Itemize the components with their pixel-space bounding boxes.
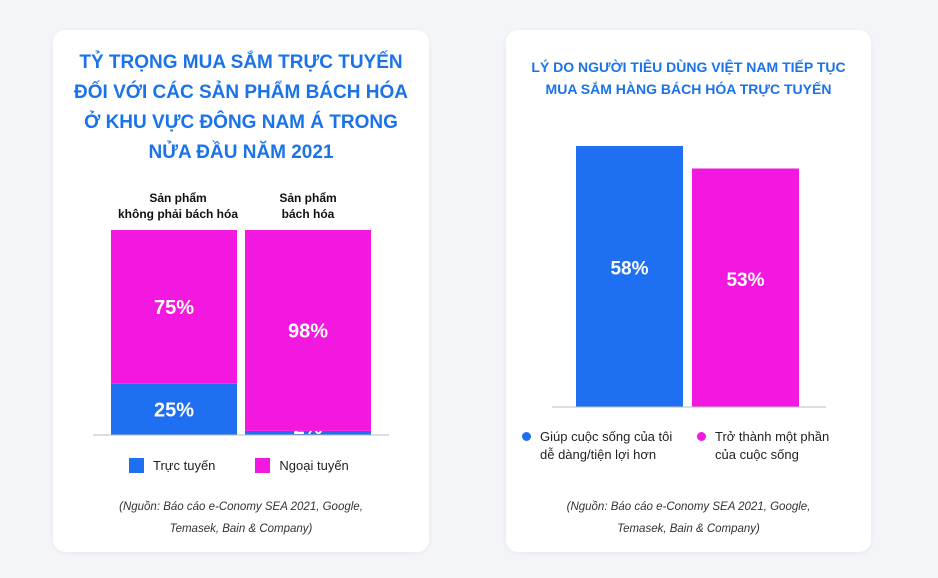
column-header-grocery-line-2: bách hóa: [281, 207, 335, 221]
legend-swatch-offline: [255, 458, 271, 473]
legend-item-part-of-life: Trở thành một phần của cuộc sống: [697, 428, 829, 464]
bar-offline-2: [245, 230, 371, 431]
legend-part-of-life-line-2: của cuộc sống: [715, 447, 799, 462]
bar-label-online-1: 25%: [154, 399, 194, 421]
stacked-bar-chart: 25%75%2%98%: [93, 230, 389, 439]
left-source-note: (Nguồn: Báo cáo e-Conomy SEA 2021, Googl…: [53, 496, 429, 540]
legend-swatch-online: [129, 458, 144, 473]
column-header-non-grocery-line-1: Sản phẩm: [149, 191, 207, 205]
left-source-line-1: (Nguồn: Báo cáo e-Conomy SEA 2021, Googl…: [119, 501, 363, 513]
right-source-line-1: (Nguồn: Báo cáo e-Conomy SEA 2021, Googl…: [566, 501, 811, 513]
bar-label-offline-2: 98%: [288, 320, 328, 342]
reason-bar-label-2: 53%: [726, 270, 764, 291]
legend-item-convenience: Giúp cuộc sống của tôi dễ dàng/tiện lợi …: [522, 428, 697, 464]
bar-label-offline-1: 75%: [154, 297, 194, 319]
left-legend: Trực tuyến Ngoại tuyến: [129, 458, 349, 473]
left-source-line-2: Temasek, Bain & Company): [169, 523, 313, 535]
bar-offline-1: [111, 230, 237, 384]
legend-convenience-line-2: dễ dàng/tiện lợi hơn: [540, 447, 657, 462]
legend-label-offline: Ngoại tuyến: [279, 458, 349, 473]
legend-part-of-life-line-1: Trở thành một phần: [715, 429, 830, 444]
online-share-title: TỶ TRỌNG MUA SẮM TRỰC TUYẾN ĐỐI VỚI CÁC …: [74, 52, 408, 163]
right-source-line-2: Temasek, Bain & Company): [617, 523, 760, 535]
right-source-note: (Nguồn: Báo cáo e-Conomy SEA 2021, Googl…: [506, 496, 871, 540]
bar-online-2: [245, 430, 371, 435]
legend-dot-part-of-life: [697, 432, 706, 441]
legend-label-online: Trực tuyến: [153, 458, 216, 473]
reasons-card: LÝ DO NGƯỜI TIÊU DÙNG VIỆT NAM TIẾP TỤC …: [506, 30, 871, 552]
legend-item-offline: Ngoại tuyến: [255, 458, 349, 473]
reason-bar-2: [692, 168, 799, 407]
reason-bar-1: [576, 146, 683, 407]
legend-item-online: Trực tuyến: [129, 458, 215, 473]
legend-convenience-line-1: Giúp cuộc sống của tôi: [540, 429, 673, 444]
column-header-non-grocery-line-2: không phải bách hóa: [117, 207, 238, 221]
column-header-grocery-line-1: Sản phẩm: [279, 191, 337, 205]
online-share-card: TỶ TRỌNG MUA SẮM TRỰC TUYẾN ĐỐI VỚI CÁC …: [53, 30, 429, 552]
right-legend: Giúp cuộc sống của tôi dễ dàng/tiện lợi …: [522, 428, 829, 464]
legend-dot-convenience: [522, 432, 531, 441]
bar-online-1: [111, 383, 237, 435]
column-header-non-grocery: Sản phẩm không phải bách hóa: [93, 190, 263, 222]
reasons-title: LÝ DO NGƯỜI TIÊU DÙNG VIỆT NAM TIẾP TỤC …: [531, 59, 846, 97]
column-header-grocery: Sản phẩm bách hóa: [243, 190, 373, 222]
reason-bar-label-1: 58%: [610, 259, 648, 280]
reasons-bar-chart: 58% 53%: [552, 146, 826, 408]
